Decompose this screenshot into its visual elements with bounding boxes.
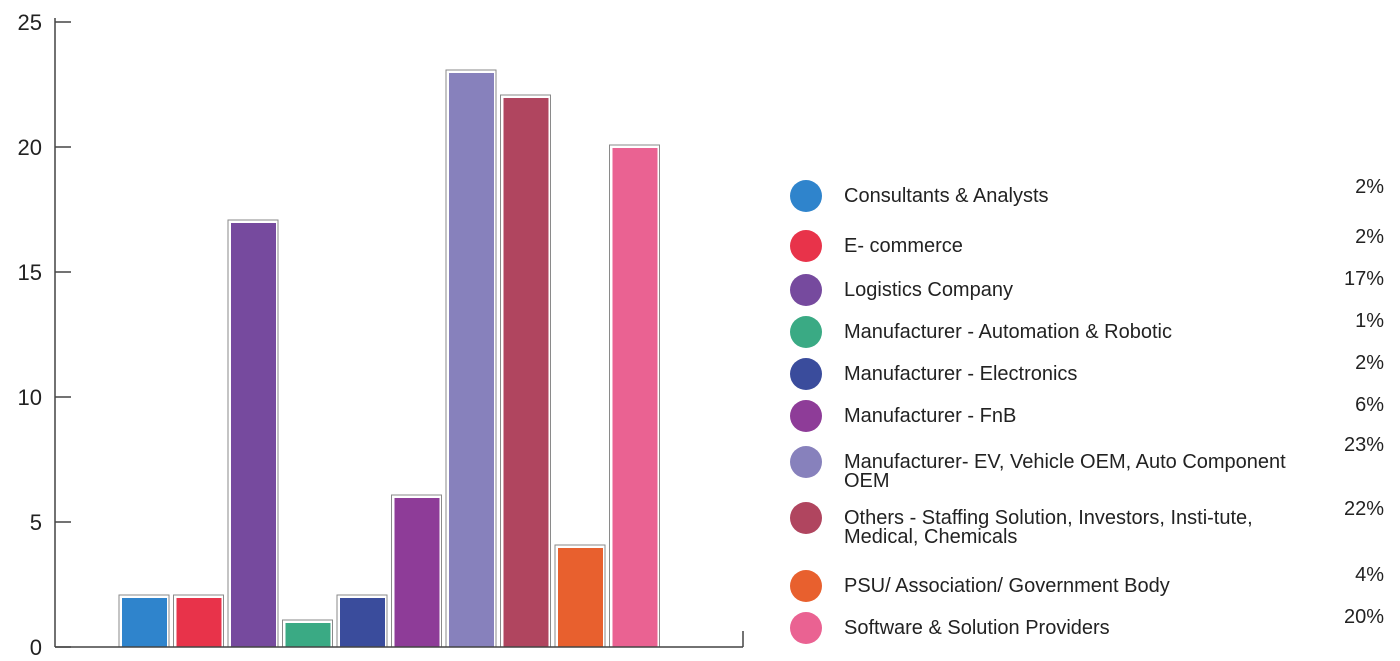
legend-label: Logistics Company (844, 279, 1013, 301)
legend-swatch (790, 274, 822, 306)
bar (503, 98, 549, 647)
legend-swatch (790, 400, 822, 432)
legend-value: 17% (1343, 268, 1384, 290)
legend-label: E- commerce (844, 235, 963, 257)
legend-label: Software & Solution Providers (844, 617, 1110, 639)
legend-swatch (790, 180, 822, 212)
legend-value: 4% (1355, 564, 1384, 586)
legend-label: PSU/ Association/ Government Body (844, 575, 1170, 597)
bar (122, 598, 167, 647)
y-tick-label: 25 (18, 10, 42, 35)
axes-layer: 0 5 10 15 20 25 (18, 10, 744, 660)
legend-label: Manufacturer - Automation & Robotic (844, 321, 1172, 343)
legend-swatch (790, 358, 822, 390)
legend-value: 2% (1355, 352, 1384, 374)
y-tick-label: 0 (30, 635, 42, 660)
legend-swatch (790, 230, 822, 262)
legend-swatch (790, 316, 822, 348)
legend-value: 6% (1355, 394, 1384, 416)
bar (176, 598, 222, 647)
legend-swatch (790, 570, 822, 602)
y-tick-label: 20 (18, 135, 42, 160)
y-tick-label: 5 (30, 510, 42, 535)
legend-value: 23% (1343, 434, 1384, 456)
bar (340, 598, 385, 647)
legend-swatch (790, 502, 822, 534)
legend-swatch (790, 612, 822, 644)
legend-value: 2% (1355, 226, 1384, 248)
bar-chart: 0 5 10 15 20 25 (18, 10, 744, 660)
legend-value: 1% (1355, 310, 1384, 332)
bar (394, 498, 440, 647)
legend-label: Manufacturer- EV, Vehicle OEM, Auto Comp… (844, 451, 1286, 492)
bar (612, 148, 658, 647)
legend-label: Manufacturer - FnB (844, 405, 1017, 427)
bars-layer (118, 69, 660, 648)
legend-value: 22% (1343, 498, 1384, 520)
legend-swatch (790, 446, 822, 478)
legend-value: 2% (1355, 176, 1384, 198)
legend-value: 20% (1343, 606, 1384, 628)
bar (231, 223, 276, 647)
bar (449, 73, 494, 647)
legend-label: Manufacturer - Electronics (844, 363, 1078, 385)
bar (285, 623, 331, 647)
y-tick-label: 10 (18, 385, 42, 410)
legend-label: Others - Staffing Solution, Investors, I… (844, 507, 1253, 548)
legend-label: Consultants & Analysts (844, 185, 1049, 207)
bar (558, 548, 603, 647)
y-tick-label: 15 (18, 260, 42, 285)
